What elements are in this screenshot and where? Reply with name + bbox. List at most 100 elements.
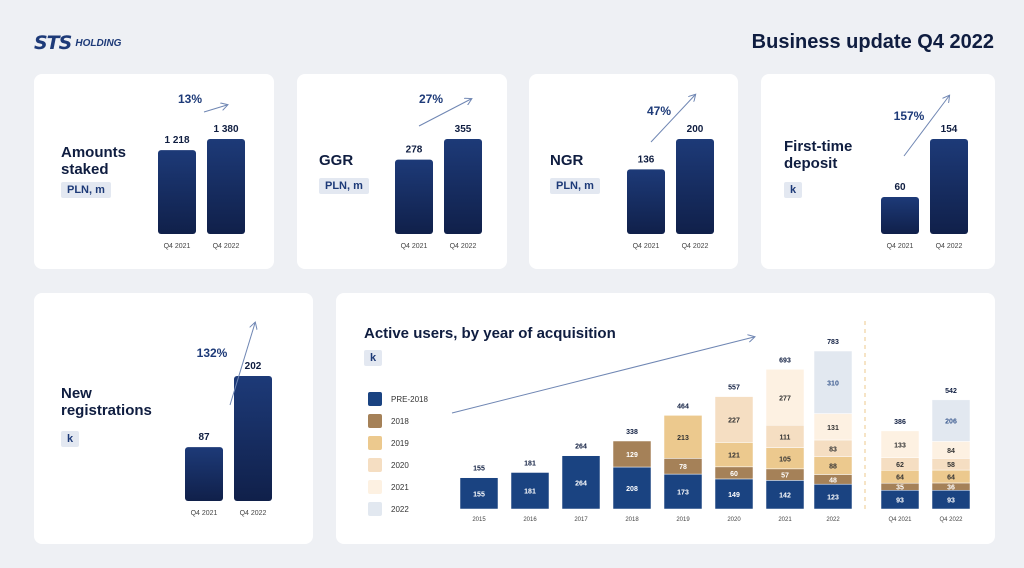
- amounts-staked-card: Amounts staked PLN, m 1 218 Q4 2021 1 380 Q…: [34, 74, 274, 269]
- amounts-staked-chart: 1 218 Q4 2021 1 380 Q4 2022 13%: [158, 92, 245, 250]
- total-label: 464: [677, 403, 689, 410]
- total-label: 181: [524, 460, 536, 467]
- segment-label: 121: [728, 453, 740, 460]
- bar: [444, 139, 482, 234]
- growth-arrow: [203, 105, 227, 113]
- segment-label: 58: [947, 462, 955, 469]
- growth-arrow: [903, 96, 949, 157]
- x-tick-label: Q4 2022: [450, 243, 477, 250]
- segment-label: 105: [779, 456, 791, 463]
- stack-segment: [813, 350, 853, 414]
- stack-segment: [612, 440, 652, 468]
- value-label: 136: [638, 154, 655, 165]
- legend-item: 2021: [368, 480, 409, 494]
- total-label: 155: [473, 466, 485, 473]
- legend-item: 2019: [368, 436, 409, 450]
- value-label: 60: [894, 182, 906, 193]
- legend-item: 2022: [368, 502, 409, 516]
- ngr-card: NGR PLN, m 136 Q4 2021 200 Q4 2022 47%: [529, 74, 738, 269]
- unit-badge: k: [784, 182, 803, 198]
- segment-label: 133: [894, 442, 906, 449]
- page-title: Business update Q4 2022: [751, 31, 994, 53]
- value-label: 87: [198, 432, 210, 443]
- stack-segment: [663, 415, 703, 459]
- x-tick-label: Q4 2021: [888, 517, 912, 523]
- segment-label: 173: [677, 490, 689, 497]
- unit-badge: k: [364, 350, 383, 366]
- stack-segment: [714, 396, 754, 443]
- total-label: 386: [894, 419, 906, 426]
- value-label: 200: [687, 124, 704, 135]
- x-tick-label: 2017: [574, 517, 588, 523]
- segment-label: 181: [524, 489, 536, 496]
- legend-item: PRE-2018: [368, 392, 428, 406]
- x-tick-label: 2022: [826, 517, 840, 523]
- bar: [395, 159, 433, 234]
- legend-label: 2019: [391, 438, 409, 448]
- stack-segment: [510, 472, 550, 510]
- bar: [627, 169, 665, 234]
- bar: [207, 139, 245, 234]
- segment-label: 208: [626, 486, 638, 493]
- stack-segment: [663, 473, 703, 510]
- value-label: 355: [455, 124, 472, 135]
- unit-badge: PLN, m: [61, 182, 111, 198]
- x-tick-label: Q4 2022: [240, 510, 267, 517]
- total-label: 542: [945, 388, 957, 395]
- legend-label: 2018: [391, 416, 409, 426]
- legend-item: 2020: [368, 458, 409, 472]
- segment-label: 35: [896, 485, 904, 492]
- bar: [158, 150, 196, 234]
- legend-swatch: [368, 436, 382, 450]
- total-label: 557: [728, 385, 740, 392]
- legend-label: PRE-2018: [391, 394, 428, 404]
- active-users-chart: 155 155 2015 181 181 2016 264 264 2017 208 129 338 2…: [451, 321, 971, 523]
- legend-swatch: [368, 458, 382, 472]
- total-label: 783: [827, 339, 839, 346]
- x-tick-label: Q4 2021: [633, 243, 660, 250]
- logo-mark: STS: [34, 32, 72, 54]
- growth-arrow: [229, 323, 255, 406]
- unit-badge: k: [61, 431, 80, 447]
- legend-swatch: [368, 502, 382, 516]
- growth-label: 13%: [178, 92, 202, 106]
- bar: [676, 139, 714, 234]
- segment-label: 64: [947, 475, 955, 482]
- growth-label: 132%: [197, 346, 228, 360]
- legend-item: 2018: [368, 414, 409, 428]
- segment-label: 213: [677, 435, 689, 442]
- segment-label: 48: [829, 477, 837, 484]
- first-time-deposit-chart: 60 Q4 2021 154 Q4 2022 157%: [881, 74, 968, 250]
- ggr-card: GGR PLN, m 278 Q4 2021 355 Q4 2022 27%: [297, 74, 507, 269]
- unit-badge: PLN, m: [319, 178, 369, 194]
- x-tick-label: 2021: [778, 517, 792, 523]
- first-time-deposit-card: First-time deposit k 60 Q4 2021 154 Q4 2022…: [761, 74, 995, 269]
- x-tick-label: Q4 2021: [401, 243, 428, 250]
- stack-segment: [765, 369, 805, 426]
- bar: [930, 139, 968, 234]
- segment-label: 131: [827, 425, 839, 432]
- segment-label: 60: [730, 471, 738, 478]
- stack-segment: [931, 399, 971, 442]
- x-tick-label: 2019: [676, 517, 690, 523]
- stack-segment: [880, 430, 920, 458]
- x-tick-label: Q4 2021: [887, 243, 914, 250]
- x-tick-label: Q4 2022: [939, 517, 963, 523]
- segment-label: 93: [947, 498, 955, 505]
- segment-label: 88: [829, 464, 837, 471]
- segment-label: 264: [575, 480, 587, 487]
- growth-arrow: [418, 99, 471, 127]
- segment-label: 277: [779, 395, 791, 402]
- x-tick-label: 2016: [523, 517, 537, 523]
- x-tick-label: Q4 2022: [682, 243, 709, 250]
- segment-label: 93: [896, 498, 904, 505]
- legend-label: 2021: [391, 482, 409, 492]
- legend-swatch: [368, 392, 382, 406]
- segment-label: 78: [679, 464, 687, 471]
- logo-text: HOLDING: [75, 37, 122, 49]
- segment-label: 142: [779, 493, 791, 500]
- active-users-card: Active users, by year of acquisition k P…: [336, 293, 995, 544]
- segment-label: 83: [829, 446, 837, 453]
- growth-label: 27%: [419, 92, 443, 106]
- value-label: 1 218: [164, 135, 189, 146]
